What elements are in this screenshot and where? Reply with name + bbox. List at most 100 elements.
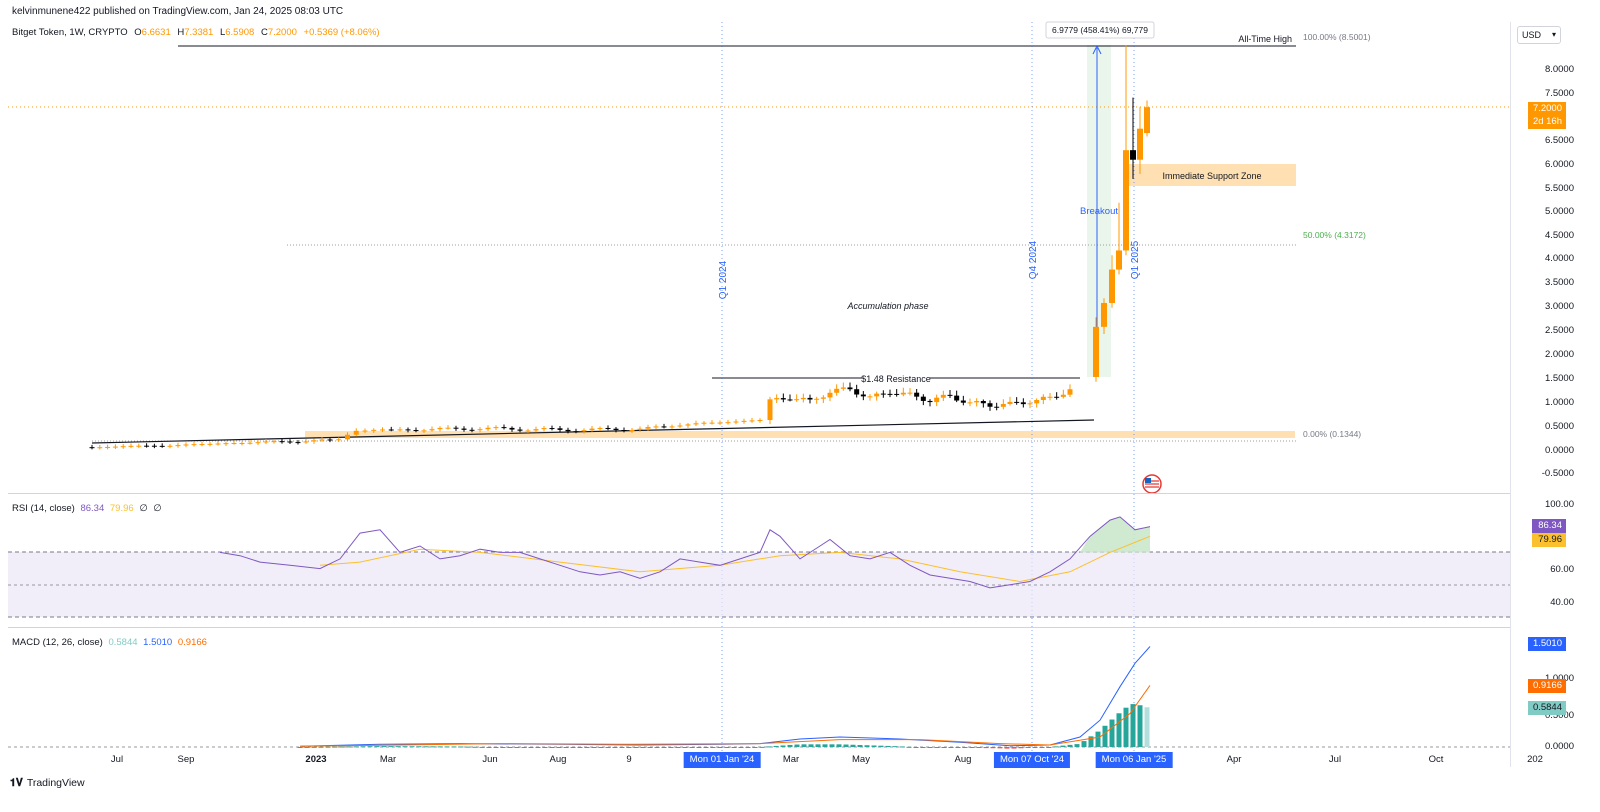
macd-hist-bar (381, 746, 387, 748)
macd-hist-bar (423, 746, 429, 748)
macd-hist-bar (773, 745, 779, 747)
macd-hist-bar (542, 747, 548, 748)
candle (653, 426, 659, 428)
macd-hist-bar (458, 746, 464, 748)
candle (223, 443, 229, 445)
candle (183, 444, 189, 446)
q1-2024-label: Q1 2024 (718, 260, 729, 299)
candle (388, 429, 394, 431)
time-tick: 202 (1527, 754, 1543, 765)
candle (533, 429, 539, 431)
macd-hist-bar (794, 744, 800, 747)
candle (453, 427, 459, 429)
candle (767, 399, 773, 421)
macd-hist-bar (591, 747, 597, 748)
open-label: O (134, 27, 142, 38)
macd-hist-bar (311, 746, 317, 748)
price-tick: 3.5000 (1544, 277, 1574, 288)
candle (1130, 150, 1136, 160)
rsi-pane-separator (8, 493, 1510, 494)
macd-hist-bar (675, 747, 681, 748)
macd-hist-bar (948, 747, 954, 748)
macd-hist-bar (682, 747, 688, 748)
macd-hist-bar (416, 746, 422, 748)
candle (231, 443, 237, 445)
macd-hist-bar (612, 747, 618, 748)
macd-hist-bar (1095, 731, 1101, 747)
candle (834, 388, 840, 393)
candle (605, 427, 611, 429)
candle (597, 427, 603, 429)
candle (136, 445, 142, 447)
low-label: L (219, 27, 226, 38)
currency-selector[interactable]: USD (1517, 26, 1561, 44)
time-tick: May (852, 754, 870, 765)
macd-hist-bar (1067, 744, 1073, 747)
macd-hist-bar (878, 745, 884, 747)
macd-hist-bar (892, 746, 898, 748)
macd-hist-bar (318, 746, 324, 748)
candle (271, 441, 277, 443)
tradingview-footer[interactable]: 𝟏𝐕 TradingView (10, 777, 85, 790)
candle (967, 402, 973, 404)
candle (501, 427, 507, 429)
time-tick: Aug (549, 754, 567, 765)
time-highlight-q1-2025: Mon 06 Jan '25 (1095, 752, 1173, 768)
macd-hist-bar (465, 746, 471, 748)
candle (112, 446, 118, 448)
macd-hist-bar (822, 744, 828, 747)
candle (239, 443, 245, 445)
macd-hist-bar (514, 747, 520, 748)
macd-hist-bar (920, 747, 926, 748)
candle (581, 430, 587, 432)
candle (445, 427, 451, 429)
q1-2025-label: Q1 2025 (1130, 240, 1141, 279)
macd-hist-bar (1074, 744, 1080, 747)
macd-hist-bar (577, 747, 583, 748)
brand-name: TradingView (26, 777, 85, 789)
macd-hist-bar (836, 744, 842, 747)
fib-100-label: 100.00% (8.5001) (1303, 32, 1371, 42)
candle (880, 393, 886, 395)
macd-hist-bar (815, 744, 821, 747)
rsi-ma-value-label: 79.96 (1532, 533, 1566, 547)
macd-hist-bar (1088, 736, 1094, 747)
candle (974, 401, 980, 403)
candle (794, 399, 800, 401)
candle (461, 428, 467, 430)
macd-hist-bar (528, 747, 534, 748)
candle (645, 427, 651, 429)
macd-hist-bar (724, 747, 730, 748)
candle (413, 430, 419, 432)
candle (144, 445, 150, 447)
candle (637, 428, 643, 430)
macd-hist-bar (1130, 704, 1136, 747)
macd-hist-bar (962, 747, 968, 748)
macd-hist-bar (507, 747, 513, 748)
q4-2024-label: Q4 2024 (1028, 240, 1039, 279)
candle (525, 430, 531, 432)
symbol-name: Bitget Token, 1W, CRYPTO (12, 27, 128, 38)
candle (105, 446, 111, 448)
macd-hist-bar (325, 746, 331, 748)
price-tick: 4.5000 (1544, 230, 1574, 241)
macd-pane-separator (8, 627, 1510, 628)
macd-legend: MACD (12, 26, close) 0.5844 1.5010 0.916… (12, 637, 207, 648)
candle (199, 444, 205, 446)
candle (215, 443, 221, 445)
macd-hist-value: 0.5844 (108, 637, 138, 648)
macd-hist-bar (374, 746, 380, 748)
symbol-legend: Bitget Token, 1W, CRYPTO O6.6631 H7.3381… (12, 27, 380, 38)
candle (774, 398, 780, 400)
macd-hist-bar (843, 744, 849, 747)
macd-hist-bar (885, 745, 891, 747)
candle (469, 429, 475, 431)
candle (191, 444, 197, 446)
candle (517, 429, 523, 431)
macd-hist-bar (395, 746, 401, 748)
candle (336, 439, 342, 441)
high-value: 7.3381 (184, 27, 214, 38)
price-tick: 2.0000 (1544, 349, 1574, 360)
macd-hist-bar (745, 747, 751, 748)
